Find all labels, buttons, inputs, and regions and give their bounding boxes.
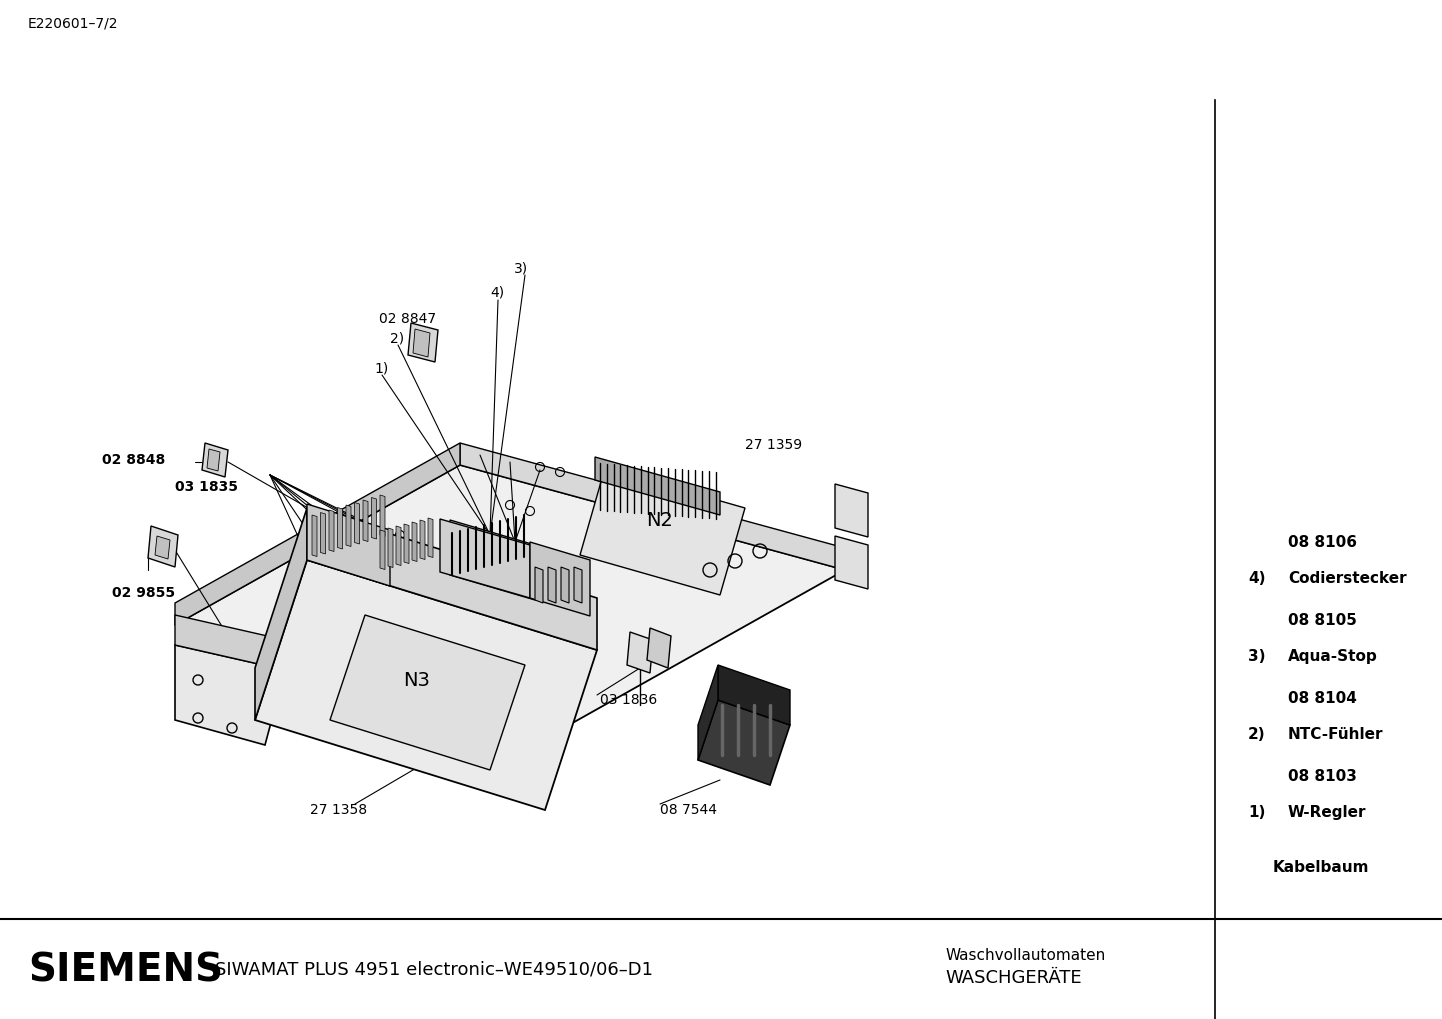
Text: N3: N3 [404,671,431,690]
Polygon shape [174,615,286,671]
Polygon shape [412,522,417,561]
Text: 08 8106: 08 8106 [1288,535,1357,550]
Text: 08 7544: 08 7544 [660,803,717,817]
Polygon shape [208,449,221,471]
Text: 08 8103: 08 8103 [1288,769,1357,784]
Polygon shape [835,484,868,537]
Polygon shape [381,530,385,570]
Text: 02 9855: 02 9855 [112,586,174,600]
Polygon shape [174,443,460,625]
Polygon shape [627,632,653,673]
Polygon shape [154,536,170,559]
Polygon shape [835,536,868,589]
Polygon shape [174,645,286,745]
Polygon shape [404,524,410,564]
Polygon shape [330,615,525,770]
Text: 03 1836: 03 1836 [600,693,658,707]
Polygon shape [450,520,535,600]
Text: Aqua-Stop: Aqua-Stop [1288,649,1377,664]
Polygon shape [548,567,557,603]
Polygon shape [307,504,389,586]
Polygon shape [412,329,430,357]
Text: 2): 2) [389,331,404,345]
Text: 2): 2) [1247,727,1266,742]
Polygon shape [311,515,317,556]
Polygon shape [397,526,401,566]
Polygon shape [372,497,376,539]
Text: 1): 1) [1247,805,1266,820]
Text: WASCHGERÄTE: WASCHGERÄTE [945,969,1082,987]
Text: 08 8105: 08 8105 [1288,613,1357,628]
Polygon shape [718,665,790,725]
Polygon shape [561,567,570,603]
Polygon shape [647,628,671,668]
Polygon shape [535,567,544,603]
Polygon shape [174,465,845,730]
Text: 3): 3) [513,261,528,275]
Polygon shape [408,323,438,362]
Polygon shape [255,560,597,810]
Polygon shape [596,457,720,515]
Polygon shape [202,443,228,477]
Polygon shape [531,542,590,616]
Polygon shape [440,519,531,598]
Text: Kabelbaum: Kabelbaum [1273,860,1370,875]
Text: 27 1358: 27 1358 [310,803,368,817]
Polygon shape [355,502,359,544]
Text: 27 1359: 27 1359 [746,438,802,452]
Polygon shape [580,468,746,595]
Polygon shape [460,443,845,570]
Polygon shape [346,505,350,546]
Text: 02 8847: 02 8847 [379,312,437,326]
Text: E220601–7/2: E220601–7/2 [27,16,118,30]
Polygon shape [307,508,597,650]
Polygon shape [388,528,394,568]
Text: 4): 4) [1247,571,1266,586]
Text: 4): 4) [490,286,505,300]
Polygon shape [320,513,326,554]
Polygon shape [381,495,385,536]
Text: N2: N2 [646,511,673,530]
Polygon shape [428,518,433,557]
Text: 03 1835: 03 1835 [174,480,238,494]
Text: 08 8104: 08 8104 [1288,691,1357,706]
Polygon shape [329,510,335,551]
Text: SIWAMAT PLUS 4951 electronic–WE49510/06–D1: SIWAMAT PLUS 4951 electronic–WE49510/06–… [215,961,653,979]
Text: 1): 1) [375,361,389,375]
Text: SIEMENS: SIEMENS [27,951,224,989]
Text: Waschvollautomaten: Waschvollautomaten [945,948,1105,963]
Text: NTC-Fühler: NTC-Fühler [1288,727,1383,742]
Text: 02 8848: 02 8848 [102,453,164,467]
Text: 3): 3) [1247,649,1266,664]
Polygon shape [574,567,583,603]
Polygon shape [698,700,790,785]
Polygon shape [255,508,307,720]
Polygon shape [420,520,425,559]
Polygon shape [337,507,343,549]
Polygon shape [698,665,718,760]
Text: Codierstecker: Codierstecker [1288,571,1406,586]
Polygon shape [149,526,177,567]
Text: W-Regler: W-Regler [1288,805,1367,820]
Polygon shape [363,500,368,541]
